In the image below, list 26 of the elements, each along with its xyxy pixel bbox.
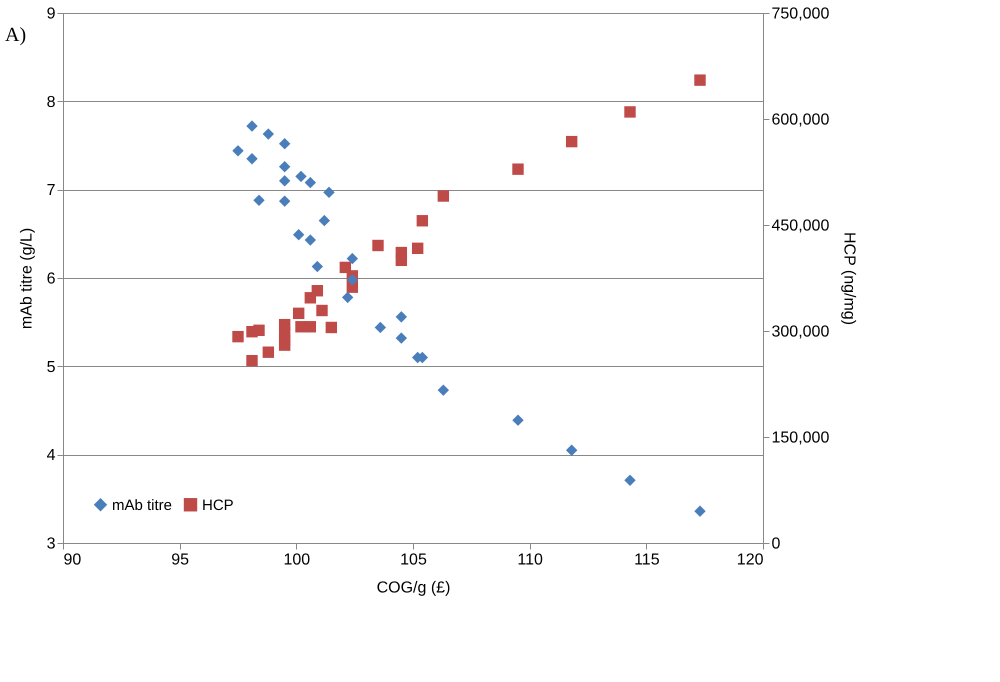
y-axis-title: mAb titre (g/L) <box>18 228 36 330</box>
y2-tick-label: 750,000 <box>772 6 830 22</box>
y-tick-label: 4 <box>46 447 56 464</box>
x-tick-label: 100 <box>283 552 310 568</box>
y-tick-label: 3 <box>46 536 56 552</box>
y2-tick-label: 150,000 <box>772 430 830 446</box>
y-tick-label: 8 <box>46 94 56 111</box>
y2-tick-label: 450,000 <box>772 218 830 234</box>
x-tick-label: 115 <box>634 552 660 568</box>
y2-tick-label: 600,000 <box>772 112 830 128</box>
legend-label: mAb titre <box>112 496 172 514</box>
y-tick-label: 9 <box>46 6 56 22</box>
legend-label: HCP <box>202 496 234 514</box>
y2-tick-label: 0 <box>772 536 780 552</box>
x-tick-label: 110 <box>517 552 544 568</box>
x-tick-label: 95 <box>171 552 190 568</box>
x-tick-label: 90 <box>64 552 82 568</box>
text: A) <box>5 24 26 46</box>
x-tick-label: 120 <box>736 552 764 568</box>
x-tick-label: 105 <box>400 552 427 568</box>
y-tick-label: 6 <box>46 270 56 288</box>
y2-tick-label: 300,000 <box>772 324 830 340</box>
y-tick-label: 5 <box>46 358 56 376</box>
y2-axis-title: HCP (ng/mg) <box>840 232 858 326</box>
x-axis-title: COG/g (£) <box>376 580 450 596</box>
y-tick-label: 7 <box>46 182 56 200</box>
